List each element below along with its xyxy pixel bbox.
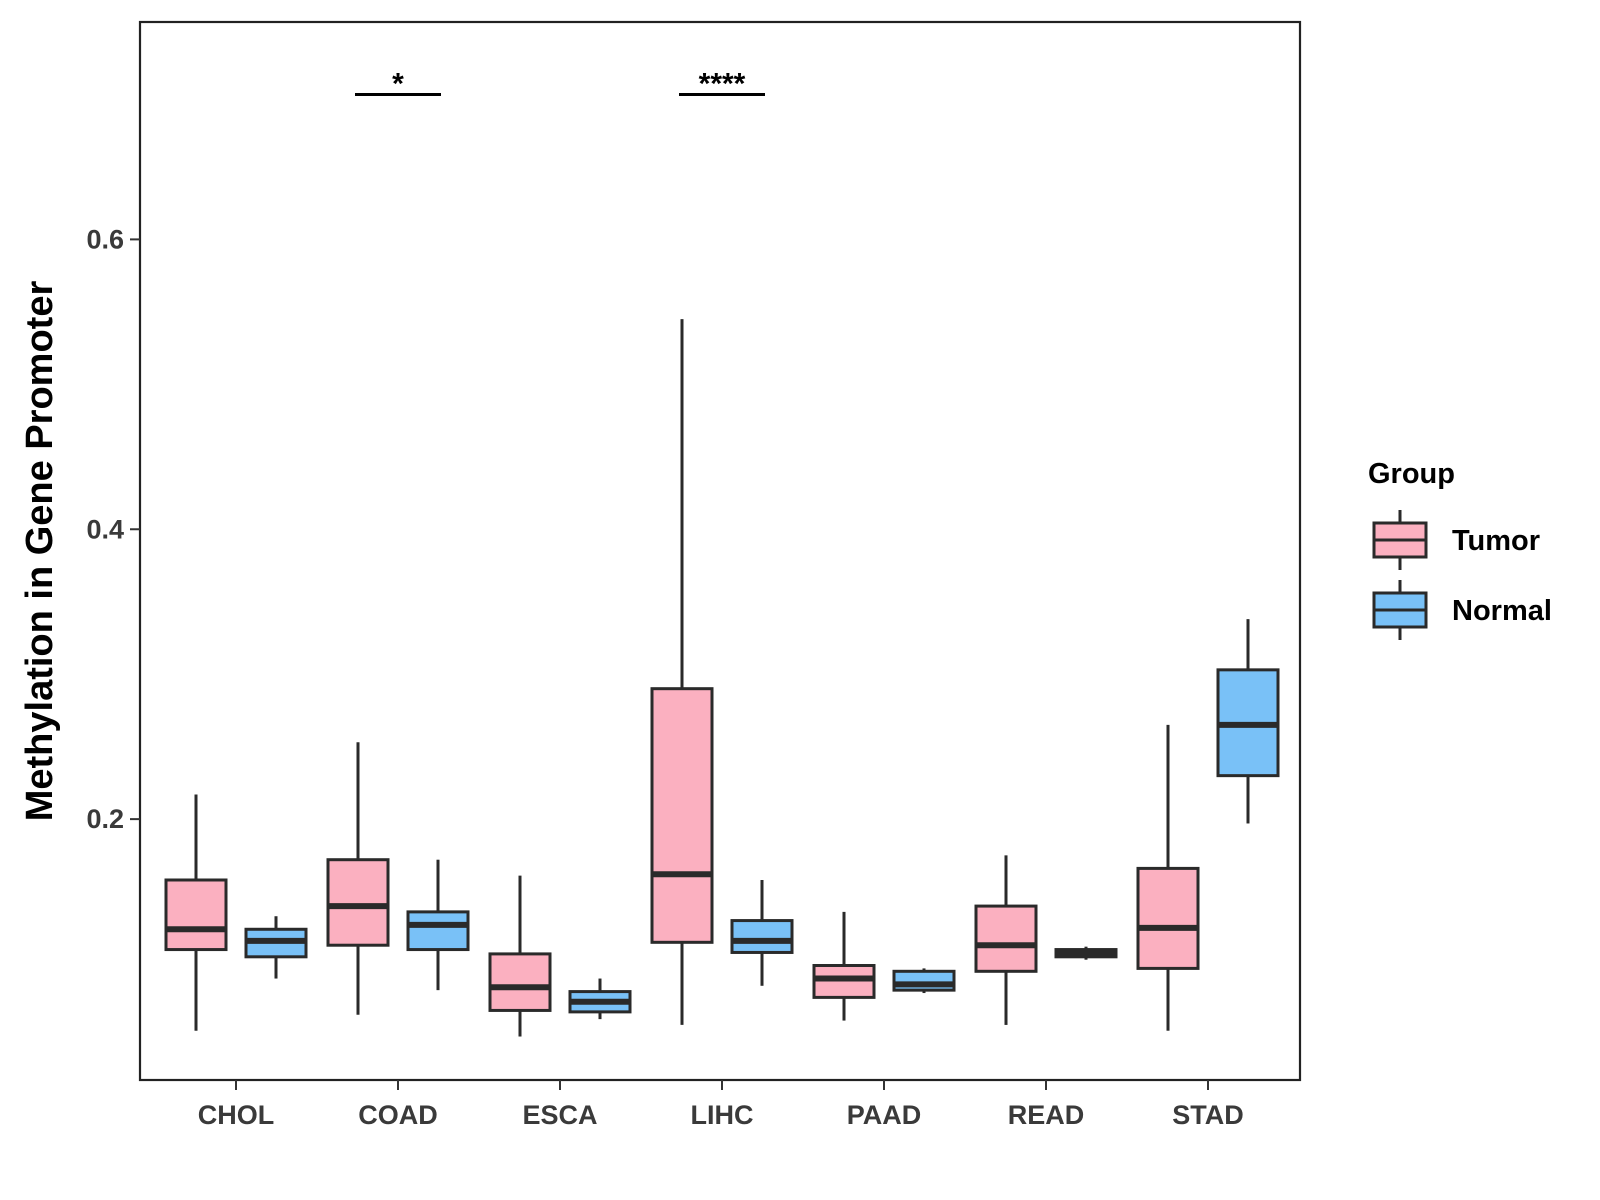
x-tick-label: LIHC	[691, 1100, 754, 1130]
box-tumor-chol	[164, 794, 228, 1031]
x-tick-label: ESCA	[522, 1100, 597, 1130]
y-tick-label: 0.6	[86, 224, 124, 254]
significance-label: ****	[699, 67, 746, 100]
y-axis-title: Methylation in Gene Promoter	[19, 281, 61, 822]
box-tumor-esca	[488, 875, 552, 1037]
box-iqr	[164, 878, 228, 952]
box-tumor-read	[974, 855, 1038, 1025]
x-tick-label: READ	[1008, 1100, 1085, 1130]
y-tick-label: 0.4	[86, 514, 124, 544]
box-tumor-paad	[812, 911, 876, 1021]
legend-title: Group	[1368, 458, 1455, 490]
significance-annotations: * ****	[355, 67, 765, 100]
box-series	[164, 319, 1280, 1037]
box-iqr	[488, 952, 552, 1012]
box-iqr	[650, 687, 714, 944]
legend-item-tumor: Tumor	[1372, 510, 1540, 570]
x-tick-label: COAD	[358, 1100, 438, 1130]
y-tick-label: 0.2	[86, 804, 124, 834]
x-tick-label: PAAD	[847, 1100, 922, 1130]
significance-label: *	[392, 67, 404, 100]
box-iqr	[730, 919, 794, 954]
plot-panel	[138, 20, 1302, 1082]
legend-label: Normal	[1452, 595, 1552, 627]
box-normal-read	[1054, 946, 1118, 960]
box-normal-stad	[1216, 619, 1280, 824]
y-axis: 0.2 0.4 0.6	[86, 224, 140, 834]
x-tick-label: STAD	[1172, 1100, 1244, 1130]
box-normal-coad	[406, 859, 470, 991]
box-iqr	[406, 910, 470, 952]
box-iqr	[1136, 866, 1200, 970]
box-normal-paad	[892, 968, 956, 994]
box-normal-esca	[568, 978, 632, 1020]
box-tumor-stad	[1136, 724, 1200, 1031]
box-tumor-coad	[326, 742, 390, 1015]
box-tumor-lihc	[650, 319, 714, 1025]
legend-label: Tumor	[1452, 525, 1540, 557]
x-tick-label: CHOL	[198, 1100, 275, 1130]
x-axis: CHOL COAD ESCA LIHC PAAD READ STAD	[198, 1080, 1244, 1130]
box-iqr	[326, 858, 390, 947]
box-normal-lihc	[730, 879, 794, 986]
box-iqr	[974, 904, 1038, 973]
box-normal-chol	[244, 916, 308, 979]
legend-item-normal: Normal	[1372, 580, 1552, 640]
legend: Group Tumor Normal	[1368, 458, 1552, 640]
